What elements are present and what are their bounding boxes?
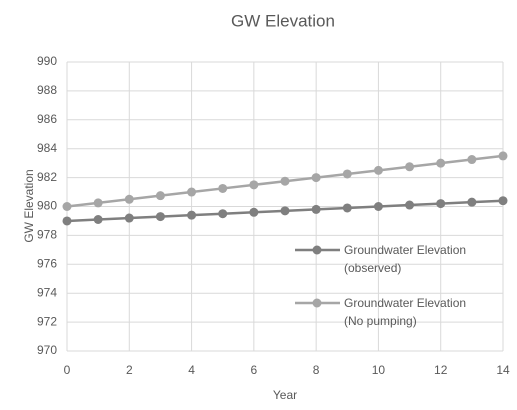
data-point <box>467 155 477 165</box>
data-point <box>62 216 72 226</box>
legend-label: Groundwater Elevation (No pumping) <box>344 296 467 328</box>
data-point <box>311 204 321 214</box>
data-point <box>342 203 352 213</box>
x-tick-label: 8 <box>313 363 320 377</box>
x-axis-label: Year <box>273 388 297 402</box>
x-tick-label: 14 <box>496 363 510 377</box>
data-point <box>124 194 134 204</box>
y-tick-label: 990 <box>37 54 57 68</box>
chart-title: GW Elevation <box>231 11 335 30</box>
y-tick-label: 976 <box>37 256 57 270</box>
data-point <box>249 180 259 190</box>
data-point <box>124 213 134 223</box>
y-tick-label: 982 <box>37 170 57 184</box>
y-tick-label: 970 <box>37 343 57 357</box>
x-tick-label: 12 <box>434 363 448 377</box>
data-point <box>187 187 197 197</box>
y-tick-label: 988 <box>37 83 57 97</box>
data-point <box>436 158 446 168</box>
x-tick-label: 2 <box>126 363 133 377</box>
data-point <box>498 151 508 161</box>
legend-marker <box>312 298 322 308</box>
y-tick-label: 986 <box>37 112 57 126</box>
data-point <box>155 212 165 222</box>
data-point <box>187 210 197 220</box>
data-point <box>62 202 72 211</box>
data-point <box>342 169 352 179</box>
x-tick-label: 10 <box>372 363 386 377</box>
data-point <box>311 173 321 183</box>
legend-marker <box>312 245 322 255</box>
data-point <box>280 206 290 216</box>
y-tick-label: 972 <box>37 314 57 328</box>
y-axis-label: GW Elevation <box>22 169 36 242</box>
data-point <box>373 165 383 175</box>
data-point <box>93 215 103 225</box>
data-point <box>373 202 383 211</box>
data-point <box>436 199 446 209</box>
data-point <box>280 176 290 186</box>
legend-label: Groundwater Elevation (observed) <box>344 243 467 275</box>
data-point <box>249 207 259 217</box>
data-point <box>498 196 508 206</box>
data-point <box>218 209 228 219</box>
data-point <box>155 191 165 201</box>
y-tick-label: 984 <box>37 141 57 155</box>
x-tick-label: 6 <box>251 363 258 377</box>
data-point <box>405 162 415 172</box>
data-point <box>467 197 477 207</box>
y-tick-label: 974 <box>37 285 57 299</box>
data-point <box>93 198 103 208</box>
data-point <box>218 183 228 193</box>
y-tick-label: 980 <box>37 199 57 213</box>
data-point <box>405 200 415 210</box>
x-tick-label: 4 <box>188 363 195 377</box>
y-tick-label: 978 <box>37 228 57 242</box>
x-tick-label: 0 <box>64 363 71 377</box>
